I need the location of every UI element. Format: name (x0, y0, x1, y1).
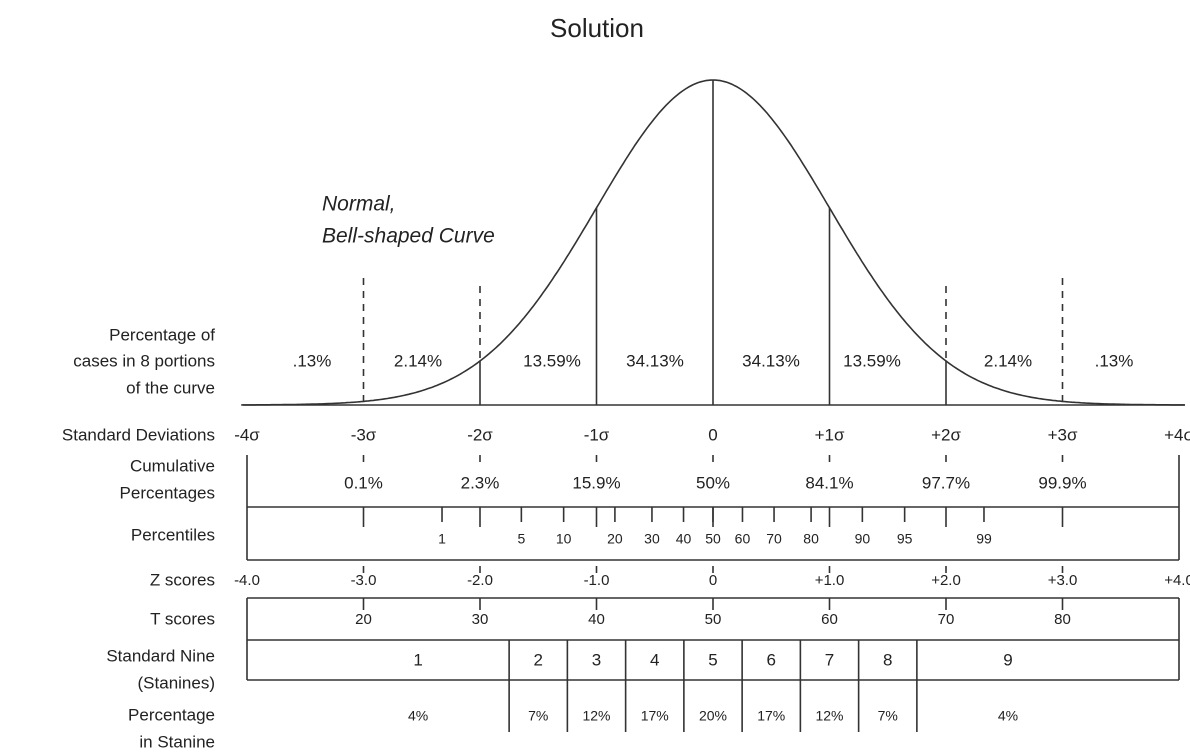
stanine-percentage: 17% (641, 708, 669, 724)
cumulative-label: 50% (696, 473, 730, 492)
z-label: -3.0 (351, 572, 377, 589)
stanine-label: 1 (413, 650, 422, 669)
z-label: -4.0 (234, 572, 260, 589)
cumulative-label: 2.3% (461, 473, 500, 492)
stanine-percentage: 12% (582, 708, 610, 724)
row-label: Standard Deviations (62, 425, 215, 444)
sd-label: +4σ (1164, 425, 1190, 444)
row-label: Percentage (128, 705, 215, 724)
stanine-percentage: 12% (815, 708, 843, 724)
row-label: Standard Nine (106, 646, 215, 665)
percentile-label: 5 (517, 531, 525, 547)
percentile-label: 80 (803, 531, 819, 547)
stanine-percentage: 20% (699, 708, 727, 724)
curve-label: Bell-shaped Curve (322, 225, 495, 248)
stanine-label: 5 (708, 650, 717, 669)
percentile-label: 70 (766, 531, 782, 547)
cumulative-label: 15.9% (572, 473, 620, 492)
stanine-label: 7 (825, 650, 834, 669)
row-label: (Stanines) (138, 673, 215, 692)
stanine-percentage: 7% (878, 708, 898, 724)
portion-label: 2.14% (394, 351, 442, 370)
stanine-percentage: 4% (408, 708, 428, 724)
cumulative-label: 84.1% (805, 473, 853, 492)
t-label: 40 (588, 611, 605, 628)
cumulative-label: 0.1% (344, 473, 383, 492)
percentile-label: 30 (644, 531, 660, 547)
stanine-label: 2 (534, 650, 543, 669)
row-label: Z scores (150, 570, 215, 589)
z-label: +3.0 (1048, 572, 1078, 589)
z-label: +4.0 (1164, 572, 1190, 589)
percentile-label: 99 (976, 531, 992, 547)
sd-label: +2σ (931, 425, 961, 444)
stanine-label: 3 (592, 650, 601, 669)
percentile-label: 10 (556, 531, 572, 547)
sd-label: +1σ (815, 425, 845, 444)
sd-label: 0 (708, 425, 717, 444)
z-label: +1.0 (815, 572, 845, 589)
row-label: of the curve (126, 378, 215, 397)
portion-label: .13% (1095, 351, 1134, 370)
stanine-label: 4 (650, 650, 659, 669)
percentile-label: 90 (855, 531, 871, 547)
percentile-label: 20 (607, 531, 623, 547)
row-label: Cumulative (130, 456, 215, 475)
z-label: -2.0 (467, 572, 493, 589)
t-label: 50 (705, 611, 722, 628)
curve-label: Normal, (322, 193, 396, 216)
portion-label: 34.13% (626, 351, 684, 370)
portion-label: .13% (293, 351, 332, 370)
stanine-label: 8 (883, 650, 892, 669)
row-label: cases in 8 portions (73, 351, 215, 370)
percentile-label: 1 (438, 531, 446, 547)
stanine-label: 6 (767, 650, 776, 669)
z-label: 0 (709, 572, 717, 589)
row-label: T scores (150, 609, 215, 628)
title: Solution (550, 13, 644, 43)
cumulative-label: 99.9% (1038, 473, 1086, 492)
z-label: -1.0 (584, 572, 610, 589)
percentile-label: 40 (676, 531, 692, 547)
row-label: Percentage of (109, 325, 215, 344)
sd-label: -3σ (351, 425, 377, 444)
sd-label: +3σ (1048, 425, 1078, 444)
sd-label: -1σ (584, 425, 610, 444)
z-label: +2.0 (931, 572, 961, 589)
stanine-percentage: 17% (757, 708, 785, 724)
sd-label: -2σ (467, 425, 493, 444)
row-label: Percentiles (131, 525, 215, 544)
portion-label: 34.13% (742, 351, 800, 370)
cumulative-label: 97.7% (922, 473, 970, 492)
t-label: 30 (472, 611, 489, 628)
row-label: Percentages (120, 483, 215, 502)
sd-label: -4σ (234, 425, 260, 444)
t-label: 20 (355, 611, 372, 628)
stanine-percentage: 4% (998, 708, 1018, 724)
percentile-label: 60 (735, 531, 751, 547)
stanine-label: 9 (1003, 650, 1012, 669)
percentile-label: 95 (897, 531, 913, 547)
portion-label: 2.14% (984, 351, 1032, 370)
portion-label: 13.59% (523, 351, 581, 370)
portion-label: 13.59% (843, 351, 901, 370)
row-label: in Stanine (139, 732, 215, 751)
t-label: 70 (938, 611, 955, 628)
t-label: 60 (821, 611, 838, 628)
stanine-percentage: 7% (528, 708, 548, 724)
percentile-label: 50 (705, 531, 721, 547)
t-label: 80 (1054, 611, 1071, 628)
